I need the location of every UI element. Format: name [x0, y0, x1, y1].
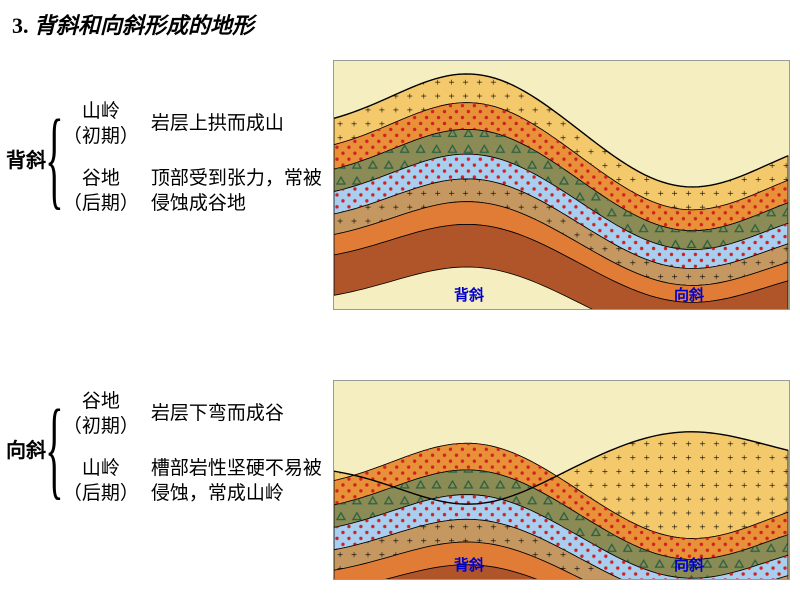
brace-icon: { — [45, 103, 63, 213]
title-number: 3. — [12, 13, 29, 38]
syncline-late-name: 山岭 （后期） — [63, 457, 139, 506]
anticline-early-desc: 岩层上拱而成山 — [151, 112, 284, 137]
syncline-early-desc: 岩层下弯而成谷 — [151, 402, 284, 427]
syncline-label: 向斜 — [6, 434, 46, 463]
diagram-label-syncline: 向斜 — [674, 284, 704, 305]
syncline-late: 山岭 （后期） 槽部岩性坚硬不易被侵蚀，常成山岭 — [63, 457, 331, 506]
anticline-diagram: + 背斜 向斜 — [333, 60, 790, 310]
anticline-stages: 山岭 （初期） 岩层上拱而成山 谷地 （后期） 顶部受到张力，常被侵蚀成谷地 — [63, 100, 331, 217]
anticline-section: 背斜 { 山岭 （初期） 岩层上拱而成山 谷地 （后期） 顶部受到张力，常被侵蚀… — [6, 100, 331, 217]
syncline-section: 向斜 { 谷地 （初期） 岩层下弯而成谷 山岭 （后期） 槽部岩性坚硬不易被侵蚀… — [6, 390, 331, 507]
diagram-label-anticline: 背斜 — [454, 554, 484, 575]
anticline-early: 山岭 （初期） 岩层上拱而成山 — [63, 100, 331, 149]
section-title: 3. 背斜和向斜形成的地形 — [12, 8, 254, 40]
syncline-stages: 谷地 （初期） 岩层下弯而成谷 山岭 （后期） 槽部岩性坚硬不易被侵蚀，常成山岭 — [63, 390, 331, 507]
syncline-diagram: + 背斜 向斜 — [333, 380, 790, 580]
diagram-label-anticline: 背斜 — [454, 284, 484, 305]
anticline-label: 背斜 — [6, 144, 46, 173]
brace-icon: { — [45, 393, 63, 503]
syncline-early-name: 谷地 （初期） — [63, 390, 139, 439]
anticline-late-name: 谷地 （后期） — [63, 167, 139, 216]
syncline-late-desc: 槽部岩性坚硬不易被侵蚀，常成山岭 — [151, 457, 331, 506]
anticline-late-desc: 顶部受到张力，常被侵蚀成谷地 — [151, 167, 331, 216]
diagram-label-syncline: 向斜 — [674, 554, 704, 575]
anticline-early-name: 山岭 （初期） — [63, 100, 139, 149]
anticline-late: 谷地 （后期） 顶部受到张力，常被侵蚀成谷地 — [63, 167, 331, 216]
syncline-early: 谷地 （初期） 岩层下弯而成谷 — [63, 390, 331, 439]
title-text: 背斜和向斜形成的地形 — [34, 13, 254, 38]
